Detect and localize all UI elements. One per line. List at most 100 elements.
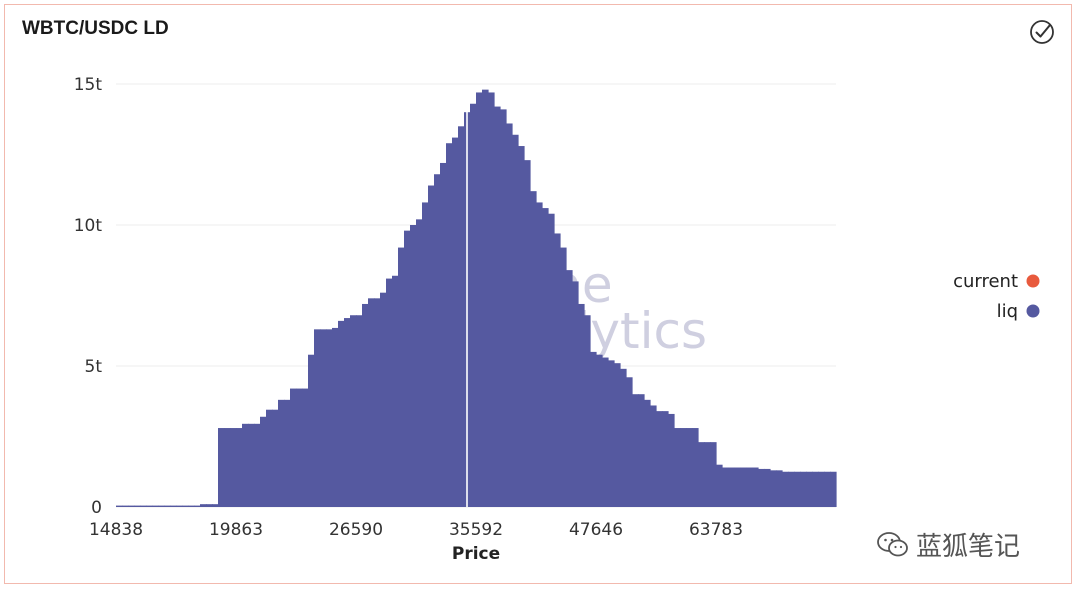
liq-bar — [632, 394, 639, 507]
liq-bar — [242, 423, 249, 507]
liq-bar — [470, 103, 477, 508]
liq-bar — [674, 428, 681, 507]
liq-bar — [734, 467, 741, 507]
liq-bar — [800, 471, 807, 507]
liq-bar — [488, 92, 495, 508]
liq-bar — [434, 174, 441, 508]
liq-bar — [212, 504, 219, 507]
liq-bar — [518, 146, 525, 508]
liq-bar — [446, 143, 453, 507]
liq-bar — [476, 92, 483, 508]
liq-bar — [812, 471, 819, 507]
liq-bar — [830, 471, 837, 507]
liq-bar — [626, 377, 633, 507]
x-tick-label: 19863 — [209, 520, 263, 540]
liq-bar — [386, 278, 393, 507]
check-circle-icon[interactable] — [1028, 18, 1056, 46]
wechat-label: 蓝狐笔记 — [916, 532, 1021, 562]
liq-bar — [188, 505, 195, 507]
liq-bar — [782, 471, 789, 507]
liq-bar — [350, 315, 357, 507]
liq-bar — [170, 505, 177, 507]
liq-bar — [128, 505, 135, 507]
chart-title: WBTC/USDC LD — [22, 18, 169, 39]
liq-bar — [320, 329, 327, 507]
liq-bar — [176, 505, 183, 507]
liq-bar — [206, 504, 213, 507]
liq-bar — [824, 471, 831, 507]
liq-bar — [230, 428, 237, 507]
liq-bar — [236, 428, 243, 507]
x-tick-label: 14838 — [89, 520, 143, 540]
liq-bar — [584, 315, 591, 507]
y-axis: 0 5t 10t 15t — [74, 75, 103, 518]
liq-bar — [608, 360, 615, 507]
liq-bar — [440, 162, 447, 507]
liq-bar — [704, 442, 711, 507]
liq-bar — [284, 399, 291, 507]
y-tick-label: 5t — [85, 357, 103, 377]
liq-bar — [194, 505, 201, 507]
legend-swatch — [1026, 304, 1040, 318]
liq-bar — [116, 505, 123, 507]
x-axis-title: Price — [452, 544, 500, 564]
liq-bar — [266, 409, 273, 507]
liq-bar — [344, 318, 351, 507]
liq-bar — [722, 467, 729, 507]
legend: current liq — [953, 271, 1040, 322]
liq-bar — [122, 505, 129, 507]
liq-bar — [506, 123, 513, 507]
liq-bar — [698, 442, 705, 507]
liq-bar — [806, 471, 813, 507]
liq-bar — [494, 106, 501, 507]
liq-bar — [164, 505, 171, 507]
liq-bar — [638, 394, 645, 507]
liq-bar — [530, 191, 537, 507]
liq-bar — [794, 471, 801, 507]
liq-bar — [788, 471, 795, 507]
liq-bar — [338, 320, 345, 507]
liq-bar — [374, 298, 381, 507]
liq-bar — [602, 357, 609, 507]
liq-bar — [254, 423, 261, 507]
liq-bar — [746, 467, 753, 507]
liq-bar — [740, 467, 747, 507]
liq-bar — [524, 160, 531, 507]
x-tick-label: 63783 — [689, 520, 743, 540]
liq-bar — [356, 315, 363, 507]
legend-label: liq — [997, 301, 1018, 322]
y-tick-label: 10t — [74, 216, 103, 236]
liq-bar — [728, 467, 735, 507]
liq-bar — [752, 467, 759, 507]
liq-bar — [278, 399, 285, 507]
liq-bar — [248, 423, 255, 507]
liq-bar — [398, 247, 405, 507]
liq-bar — [326, 329, 333, 507]
liq-bar — [818, 471, 825, 507]
liq-bar — [140, 505, 147, 507]
liq-bar — [614, 363, 621, 507]
liq-bar — [560, 247, 567, 507]
liq-bar — [272, 409, 279, 507]
legend-swatch — [1026, 274, 1040, 288]
wechat-icon — [877, 531, 908, 556]
liq-bar — [770, 470, 777, 507]
liq-bar — [590, 351, 597, 507]
liq-bar — [152, 505, 159, 507]
liq-bar — [452, 137, 459, 507]
liq-bar — [410, 225, 417, 507]
liq-bar — [686, 428, 693, 507]
liq-bar — [542, 208, 549, 507]
liq-bar — [536, 202, 543, 507]
liq-bar — [182, 505, 189, 507]
wechat-badge: 蓝狐笔记 — [876, 526, 1020, 563]
liq-bar — [668, 413, 675, 507]
liq-bar — [314, 329, 321, 507]
x-tick-label: 47646 — [569, 520, 623, 540]
bars-group — [116, 88, 837, 508]
x-tick-label: 26590 — [329, 520, 383, 540]
liq-bar — [404, 230, 411, 507]
liq-bar — [662, 411, 669, 507]
liq-bar — [308, 354, 315, 507]
